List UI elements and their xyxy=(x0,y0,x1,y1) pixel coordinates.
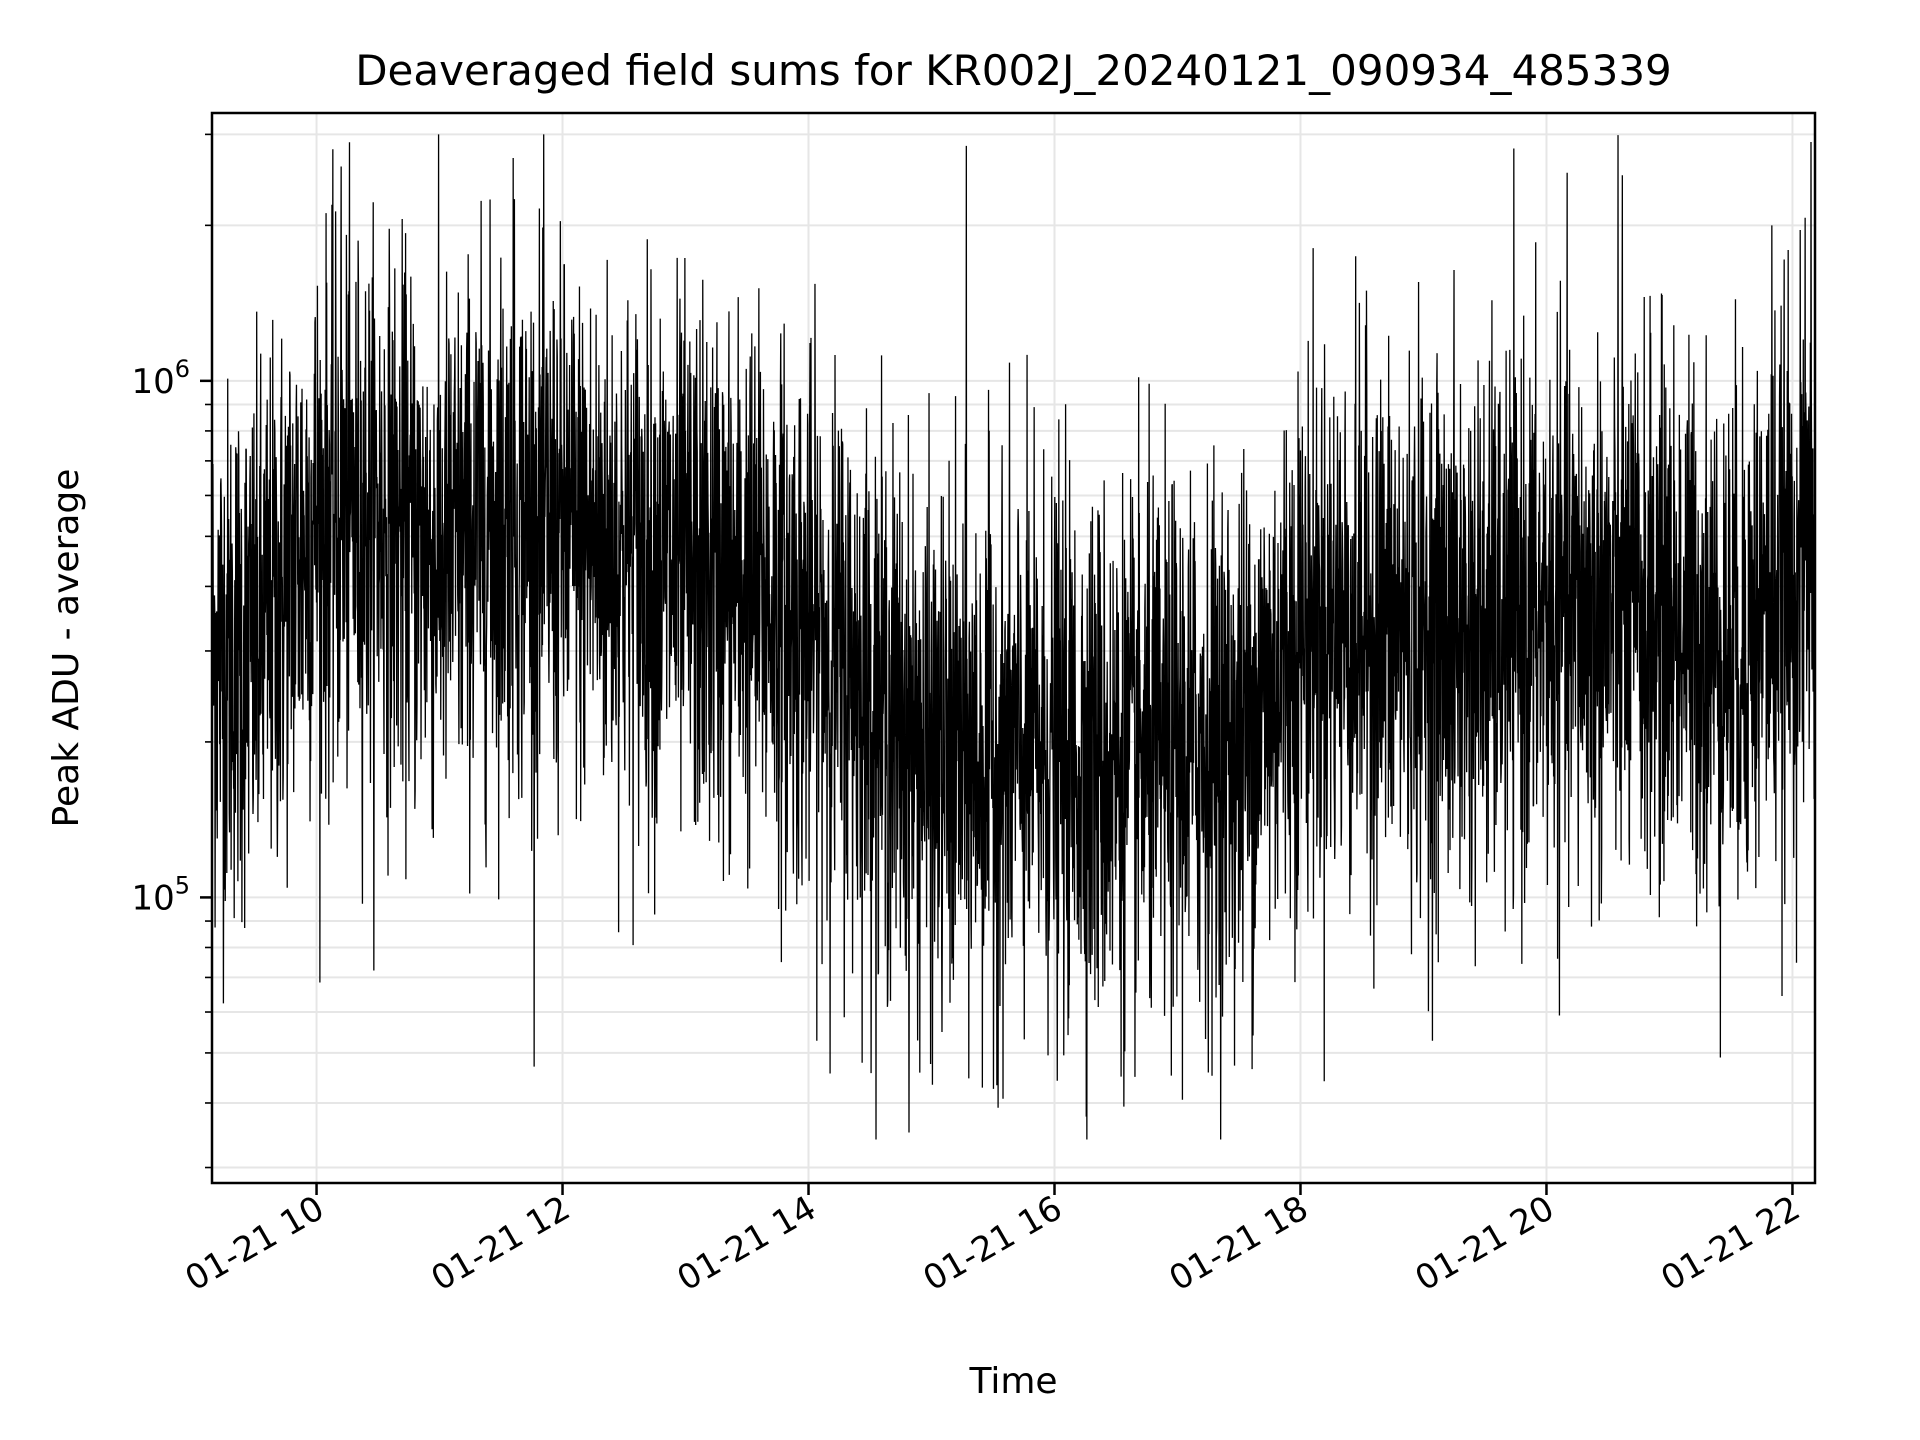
plot-frame xyxy=(210,111,1817,1185)
y-tick-exponent: 5 xyxy=(175,871,190,899)
y-tick-exponent: 6 xyxy=(175,355,190,383)
y-tick-base: 10 xyxy=(131,878,174,918)
chart-title: Deaveraged field sums for KR002J_2024012… xyxy=(355,46,1672,95)
y-axis-title: Peak ADU - average xyxy=(46,469,87,828)
series-line xyxy=(212,134,1815,1140)
data-series xyxy=(212,134,1815,1140)
y-tick-label: 105 xyxy=(131,871,190,918)
x-axis-title: Time xyxy=(968,1361,1057,1402)
y-tick-label: 106 xyxy=(131,355,190,402)
y-tick-base: 10 xyxy=(131,362,174,402)
